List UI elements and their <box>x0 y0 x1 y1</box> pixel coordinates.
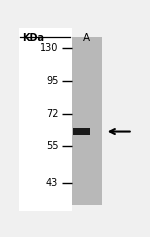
Text: 55: 55 <box>46 141 58 151</box>
Bar <box>73 128 90 135</box>
Text: A: A <box>83 33 90 43</box>
Bar <box>72 37 102 205</box>
Text: 130: 130 <box>40 43 58 53</box>
Text: KDa: KDa <box>22 33 44 43</box>
Text: 43: 43 <box>46 178 58 188</box>
Text: 95: 95 <box>46 76 58 86</box>
Text: 72: 72 <box>46 109 58 119</box>
Bar <box>19 28 72 211</box>
